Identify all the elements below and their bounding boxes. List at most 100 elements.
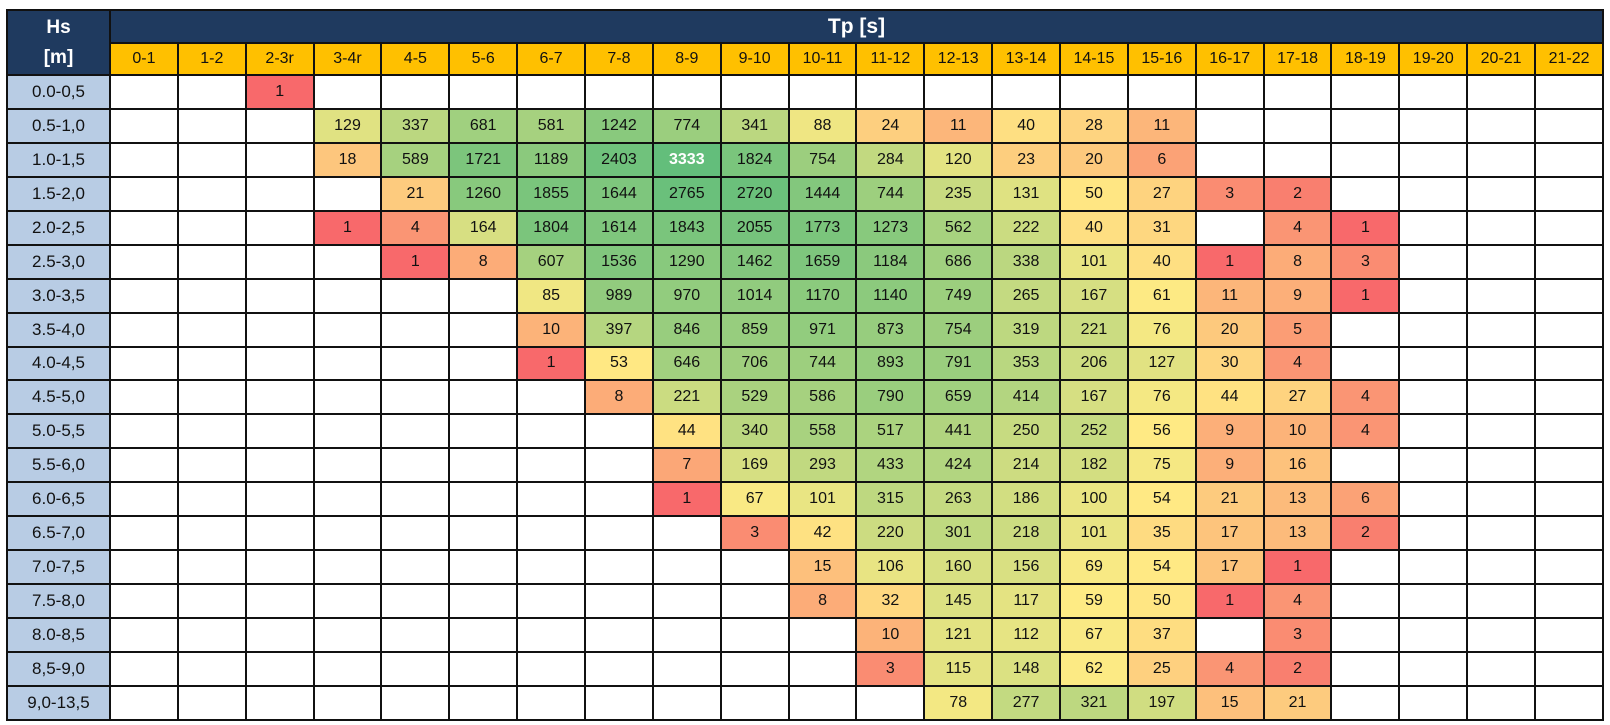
heatmap-cell [448, 379, 519, 416]
heatmap-cell: 21 [380, 175, 451, 212]
heatmap-cell: 744 [855, 175, 926, 212]
heatmap-cell [176, 277, 247, 314]
heatmap-cell [1398, 277, 1469, 314]
heatmap-cell: 78 [923, 684, 994, 722]
heatmap-cell [516, 583, 587, 619]
heatmap-cell: 1644 [584, 175, 654, 212]
hs-row-header: 1.0-1,5 [6, 141, 111, 178]
heatmap-cell [109, 379, 179, 416]
heatmap-cell [448, 481, 519, 518]
heatmap-cell: 54 [1126, 549, 1197, 586]
heatmap-cell [1398, 650, 1469, 687]
tp-column-header: 14-15 [1059, 42, 1129, 76]
heatmap-cell [380, 481, 451, 518]
heatmap-cell: 3 [855, 650, 926, 687]
heatmap-cell: 2403 [584, 141, 654, 178]
heatmap-cell: 20 [1059, 141, 1129, 178]
heatmap-cell [1534, 175, 1604, 212]
heatmap-cell: 100 [1059, 481, 1129, 518]
heatmap-cell: 8 [448, 243, 519, 280]
heatmap-cell: 6 [1330, 481, 1401, 518]
heatmap-cell [651, 583, 722, 619]
heatmap-cell [1398, 141, 1469, 178]
heatmap-cell: 10 [1262, 413, 1333, 450]
heatmap-cell [651, 617, 722, 653]
heatmap-cell: 21 [1262, 684, 1333, 722]
heatmap-cell: 164 [448, 209, 519, 246]
heatmap-cell: 40 [991, 107, 1062, 144]
heatmap-cell: 54 [1126, 481, 1197, 518]
heatmap-cell: 1 [312, 209, 383, 246]
heatmap-cell [1534, 413, 1604, 450]
table-row: 8,5-9,0 3 115 148 62 25 4 2 [6, 650, 1604, 687]
heatmap-cell [1262, 141, 1333, 178]
heatmap-cell: 397 [584, 311, 654, 348]
heatmap-cell [1398, 311, 1469, 348]
heatmap-cell: 4 [1330, 379, 1401, 416]
heatmap-cell: 8 [787, 583, 858, 619]
heatmap-cell [109, 107, 179, 144]
heatmap-cell [1466, 243, 1537, 280]
heatmap-cell [651, 684, 722, 722]
tp-column-header: 2-3r [244, 42, 315, 76]
heatmap-cell: 3 [1330, 243, 1401, 280]
heatmap-cell: 197 [1126, 684, 1197, 722]
heatmap-cell: 859 [719, 311, 790, 348]
heatmap-cell [244, 413, 315, 450]
heatmap-cell: 148 [991, 650, 1062, 687]
heatmap-cell [1534, 209, 1604, 246]
heatmap-cell [312, 447, 383, 484]
tp-column-header: 16-17 [1194, 42, 1265, 76]
tp-column-header: 21-22 [1534, 42, 1604, 76]
heatmap-cell [244, 345, 315, 382]
heatmap-cell: 37 [1126, 617, 1197, 653]
heatmap-cell: 1260 [448, 175, 519, 212]
heatmap-cell [516, 650, 587, 687]
heatmap-cell: 265 [991, 277, 1062, 314]
heatmap-cell: 6 [1126, 141, 1197, 178]
heatmap-cell: 23 [991, 141, 1062, 178]
heatmap-cell [176, 175, 247, 212]
heatmap-cell [1466, 447, 1537, 484]
heatmap-cell [516, 684, 587, 722]
heatmap-cell: 252 [1059, 413, 1129, 450]
heatmap-cell [380, 447, 451, 484]
heatmap-cell: 11 [923, 107, 994, 144]
heatmap-cell: 1184 [855, 243, 926, 280]
tp-column-header: 10-11 [787, 42, 858, 76]
heatmap-cell [651, 74, 722, 110]
heatmap-cell: 117 [991, 583, 1062, 619]
heatmap-cell: 586 [787, 379, 858, 416]
heatmap-cell [380, 311, 451, 348]
heatmap-cell: 433 [855, 447, 926, 484]
heatmap-cell: 1824 [719, 141, 790, 178]
heatmap-cell [176, 650, 247, 687]
heatmap-cell: 581 [516, 107, 587, 144]
heatmap-cell [1466, 583, 1537, 619]
heatmap-cell [991, 74, 1062, 110]
heatmap-cell [1466, 74, 1537, 110]
heatmap-cell: 989 [584, 277, 654, 314]
heatmap-cell: 424 [923, 447, 994, 484]
table-row: 0.5-1,0 129 337 681 581 1242 774 341 88 24 11 40 28 1… [6, 107, 1604, 144]
hs-row-header: 5.0-5,5 [6, 413, 111, 450]
heatmap-cell: 562 [923, 209, 994, 246]
heatmap-cell: 28 [1059, 107, 1129, 144]
heatmap-cell: 221 [1059, 311, 1129, 348]
heatmap-cell [584, 617, 654, 653]
heatmap-cell [244, 684, 315, 722]
heatmap-cell [244, 583, 315, 619]
heatmap-cell: 13 [1262, 515, 1333, 552]
table-row: 4.0-4,5 1 53 646 706 744 893 791 353 206 127 30 4 [6, 345, 1604, 382]
tp-column-header: 20-21 [1466, 42, 1537, 76]
heatmap-cell: 659 [923, 379, 994, 416]
hs-unit: [m] [43, 46, 74, 68]
heatmap-cell [244, 379, 315, 416]
heatmap-cell [516, 515, 587, 552]
heatmap-cell [584, 684, 654, 722]
heatmap-cell: 2055 [719, 209, 790, 246]
heatmap-cell: 873 [855, 311, 926, 348]
hs-row-header: 2.5-3,0 [6, 243, 111, 280]
tp-column-header: 9-10 [719, 42, 790, 76]
heatmap-cell: 250 [991, 413, 1062, 450]
